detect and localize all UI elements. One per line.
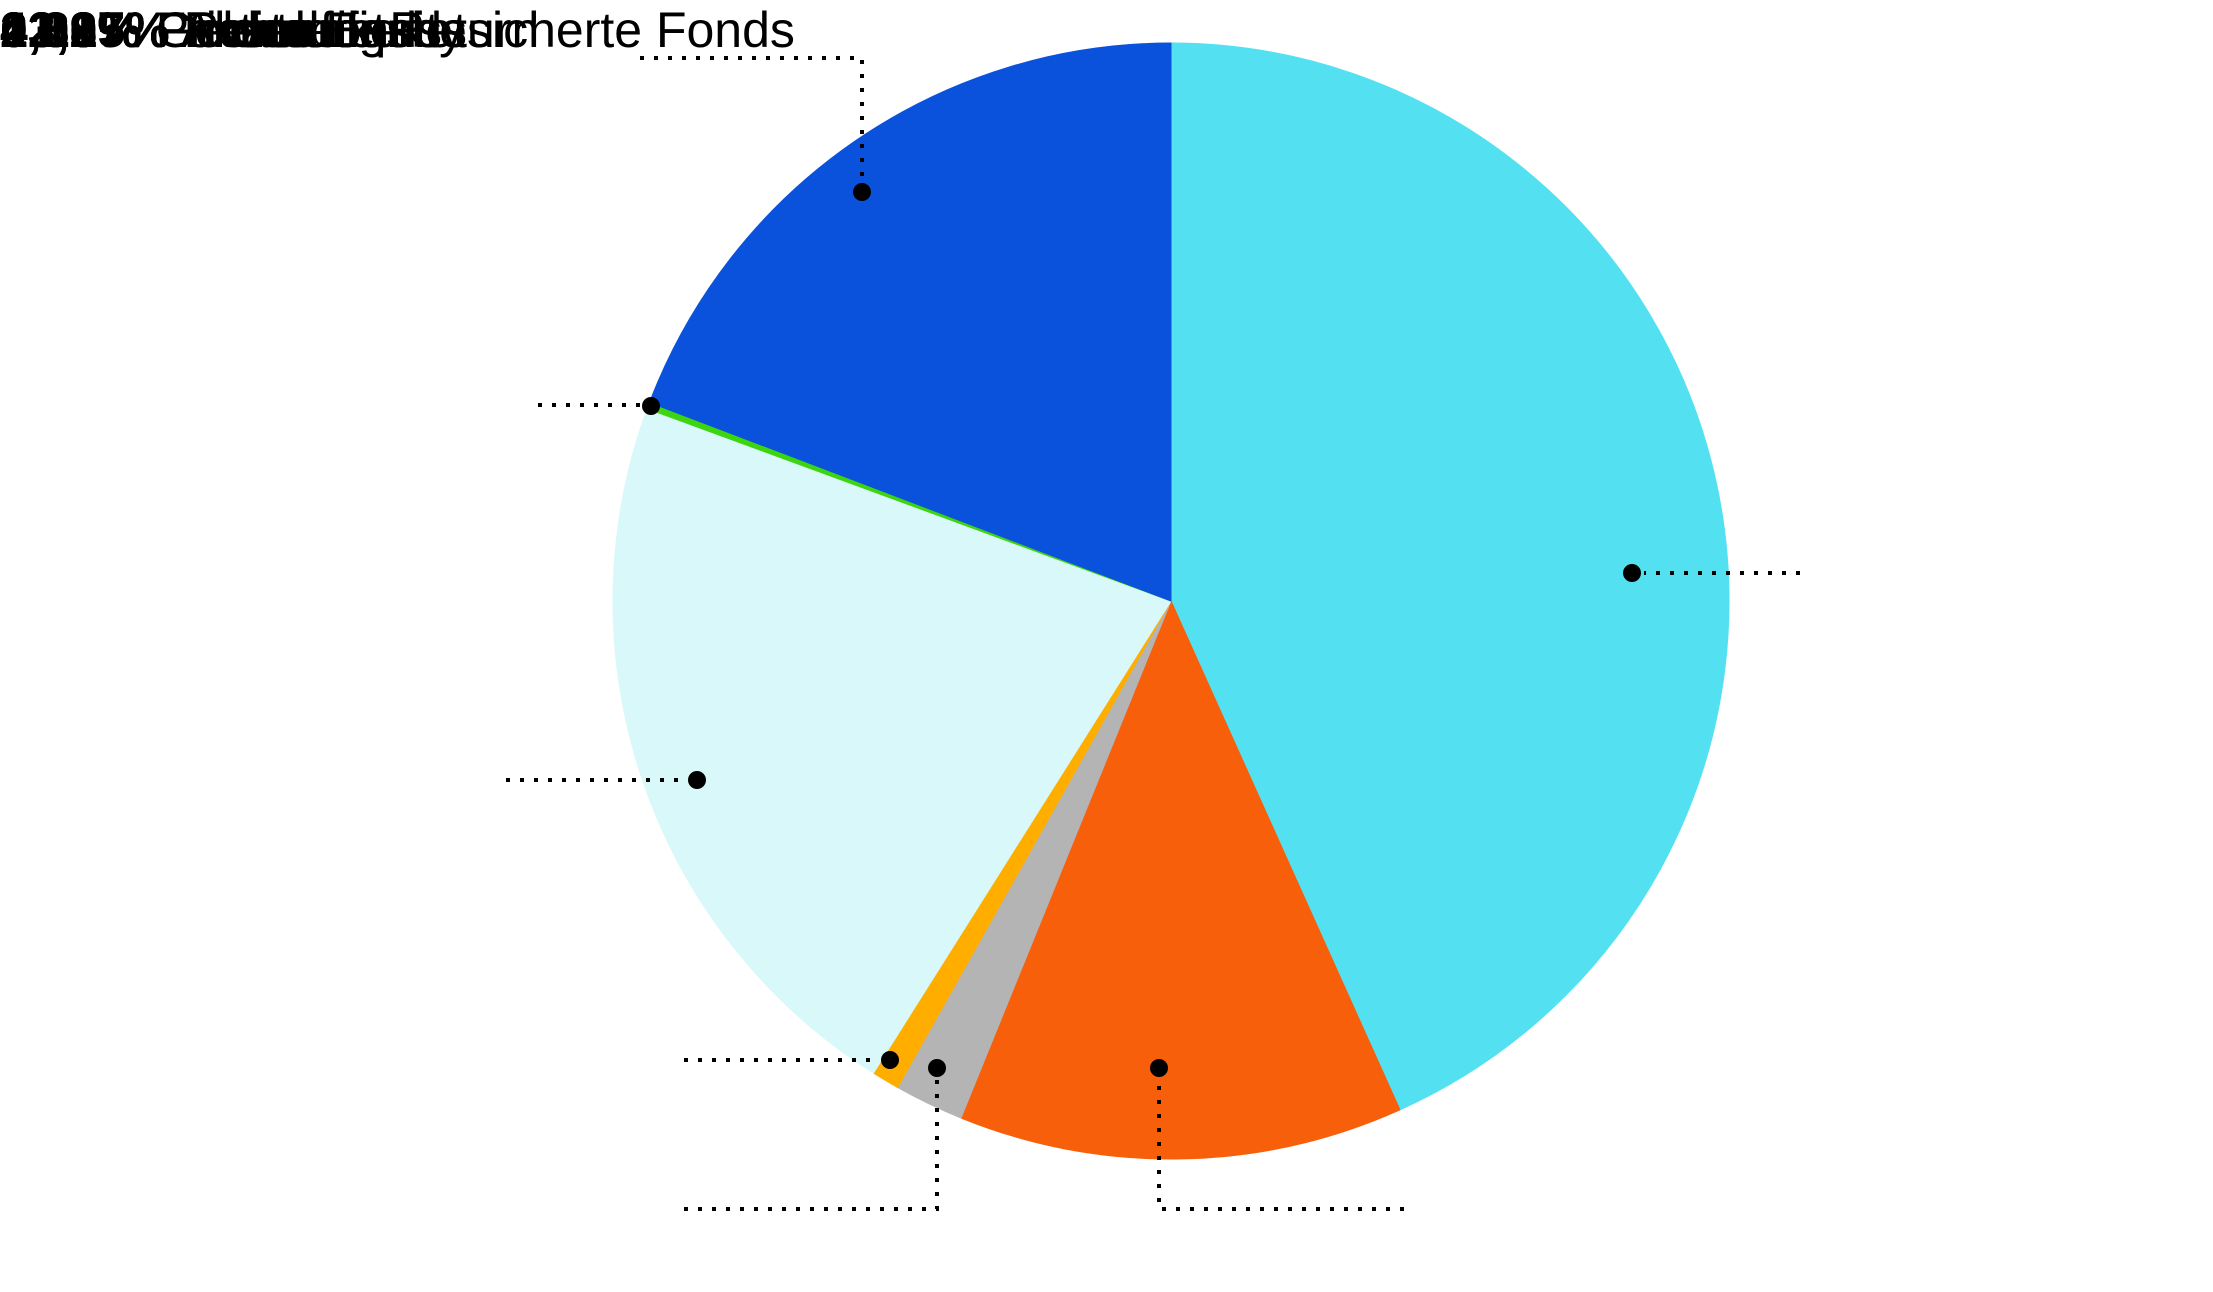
aktienfonds-name: Aktienfonds (180, 2, 443, 58)
label-geldmarkt: 0,80% Geldmarkt (0, 0, 386, 60)
label-private-equity: 0,19% Private Equity (0, 0, 464, 60)
immobilien-percentage: 21,65% (0, 2, 170, 58)
pie-slices (612, 42, 1730, 1160)
forderungsbesicherte-fonds-percentage: 2,01% (0, 2, 142, 58)
rentenfonds-percentage: 43,27% (0, 2, 170, 58)
pie-slice-aktienfonds (960, 599, 1401, 1160)
anchor-dot-absolute-return (1623, 564, 1641, 582)
pie-slice-absolute-return (1170, 42, 1730, 1111)
immobilien-name: Immobilien (183, 2, 426, 58)
pie-slice-rentenfonds (648, 42, 1172, 602)
rentenfonds-name: Rentenfonds (183, 2, 468, 58)
label-immobilien: 21,65% Immobilien (0, 0, 425, 60)
anchor-dot-immobilien (688, 771, 706, 789)
anchor-dot-forderungsbesicherte-fonds (928, 1059, 946, 1077)
label-forderungsbesicherte-fonds: 2,01% Forderungsbesicherte Fonds (0, 0, 795, 60)
aktienfonds-percentage: 12,87% (0, 2, 170, 58)
geldmarkt-name: Geldmarkt (155, 2, 387, 58)
private-equity-percentage: 0,19% (0, 2, 142, 58)
geldmarkt-percentage: 0,80% (0, 2, 142, 58)
forderungsbesicherte-fonds-name: Forderungsbesicherte Fonds (155, 2, 795, 58)
anchor-dot-aktienfonds (1150, 1059, 1168, 1077)
private-equity-name: Private Equity (155, 2, 465, 58)
label-rentenfonds: 43,27% Rentenfonds (0, 0, 467, 60)
leader-rentenfonds (640, 56, 864, 183)
label-absolute-return: 43,27% Absolute Return (0, 0, 539, 60)
label-aktienfonds: 12,87% Aktienfonds (0, 0, 442, 60)
pie-slice-immobilien (612, 408, 1172, 1074)
leader-forderungsbesicherte-fonds (684, 1080, 939, 1211)
anchor-dot-rentenfonds (853, 183, 871, 201)
anchor-dot-geldmarkt (881, 1051, 899, 1069)
anchor-dot-private-equity (642, 397, 660, 415)
absolute-return-percentage: 43,27% (0, 2, 170, 58)
absolute-return-name: Absolute Return (180, 2, 540, 58)
